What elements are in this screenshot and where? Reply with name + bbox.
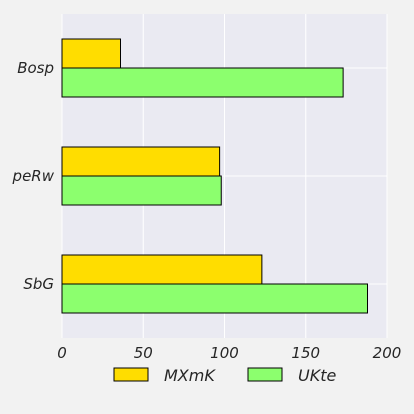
category-labels: Bosp peRw SbG [12, 59, 55, 293]
category-label-2: SbG [23, 275, 54, 293]
legend-swatch-UKte [247, 367, 283, 382]
bar-MXmK-Bosp [61, 38, 121, 69]
x-tick-labels: 0 50 100 150 200 [57, 344, 401, 362]
bars [61, 38, 368, 314]
legend-swatch-MXmK [113, 367, 149, 382]
x-tick-label-4: 200 [373, 344, 402, 362]
bar-UKte-Bosp [61, 67, 344, 98]
legend-label-UKte: UKte [298, 366, 336, 385]
x-tick-label-1: 50 [134, 344, 153, 362]
category-label-0: Bosp [17, 59, 54, 77]
bar-UKte-SbG [61, 283, 368, 314]
category-label-1: peRw [12, 167, 55, 185]
bar-MXmK-SbG [61, 254, 263, 285]
x-tick-label-3: 150 [291, 344, 320, 362]
bar-UKte-peRw [61, 175, 222, 206]
x-tick-label-0: 0 [57, 344, 67, 362]
x-tick-label-2: 100 [210, 344, 239, 362]
legend: MXmK UKte [113, 366, 336, 385]
bar-MXmK-peRw [61, 146, 221, 177]
legend-label-MXmK: MXmK [164, 366, 216, 385]
